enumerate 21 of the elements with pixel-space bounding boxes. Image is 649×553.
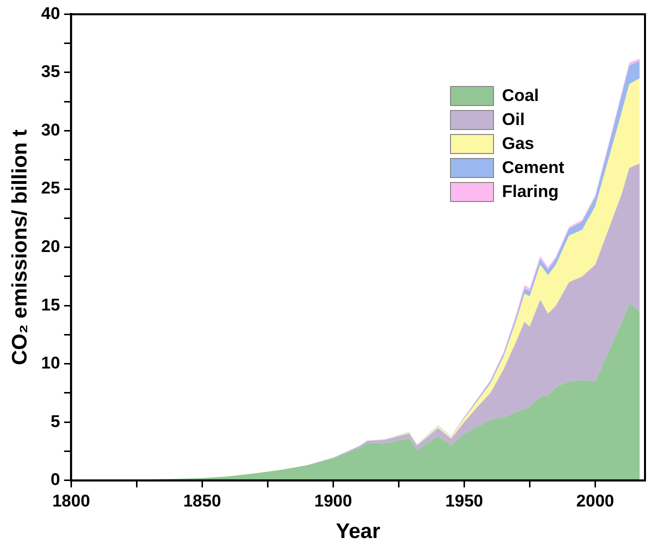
y-tick-label: 20 bbox=[41, 236, 60, 256]
y-tick-label: 35 bbox=[41, 62, 60, 82]
x-tick-label: 1950 bbox=[445, 491, 484, 510]
legend-label: Coal bbox=[502, 86, 539, 106]
x-tick-label: 1850 bbox=[183, 491, 222, 510]
y-axis-title: CO₂ emissions/ billion t bbox=[8, 129, 32, 366]
x-tick-label: 1900 bbox=[314, 491, 352, 510]
y-tick-label: 25 bbox=[41, 178, 60, 198]
y-tick-label: 30 bbox=[41, 120, 60, 140]
legend-label: Cement bbox=[502, 158, 564, 178]
y-tick-label: 0 bbox=[50, 470, 60, 490]
y-tick-label: 40 bbox=[41, 4, 60, 23]
legend-label: Gas bbox=[502, 134, 534, 154]
y-tick-label: 5 bbox=[50, 412, 60, 431]
y-tick-label: 10 bbox=[41, 354, 60, 373]
x-tick-label: 2000 bbox=[576, 491, 614, 510]
legend-label: Oil bbox=[502, 110, 525, 130]
x-axis-title: Year bbox=[336, 520, 380, 544]
x-tick-label: 1800 bbox=[52, 491, 90, 510]
y-tick-label: 15 bbox=[41, 295, 60, 314]
legend-label: Flaring bbox=[502, 182, 559, 202]
